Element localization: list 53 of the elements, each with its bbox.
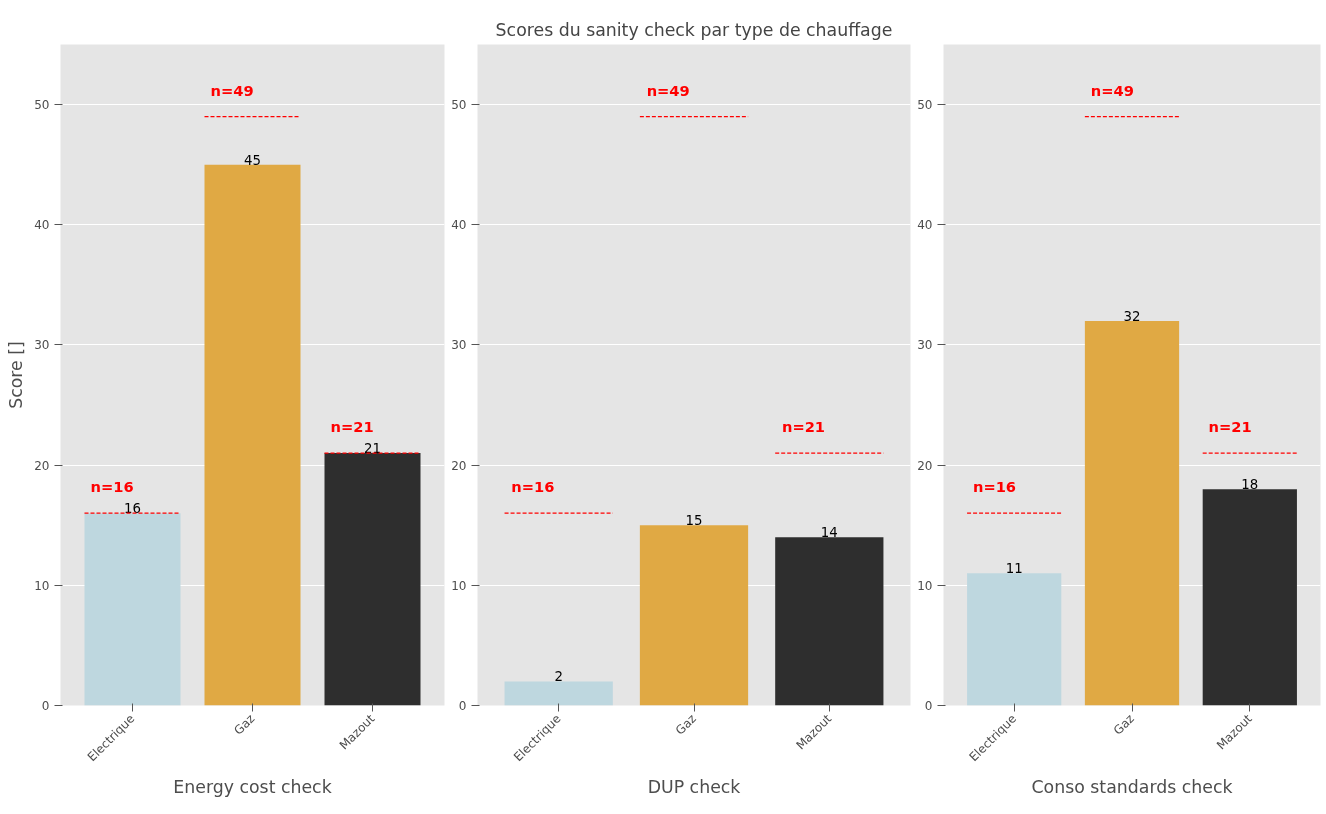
data-label: 16 <box>124 501 141 517</box>
y-tick-label: 40 <box>34 218 50 233</box>
ref-line-label: n=49 <box>646 81 690 99</box>
bar <box>204 164 301 706</box>
y-tick-label: 0 <box>458 699 467 713</box>
y-tick-label: 20 <box>34 458 50 473</box>
x-axis-title: Conso standards check <box>1031 777 1233 798</box>
y-tick-label: 30 <box>34 338 50 353</box>
ref-line-label: n=21 <box>330 418 374 436</box>
x-tick-label: Gaz <box>1110 711 1137 738</box>
data-label: 45 <box>244 152 261 168</box>
y-tick-label: 40 <box>451 218 467 233</box>
bar <box>1202 489 1297 706</box>
ref-line-label: n=49 <box>210 81 254 99</box>
x-axis-title: DUP check <box>647 777 741 798</box>
y-tick-label: 50 <box>34 98 50 113</box>
y-tick-label: 40 <box>917 218 933 233</box>
y-tick-label: 0 <box>41 699 50 713</box>
y-tick-label: 10 <box>451 578 467 593</box>
ref-line-label: n=21 <box>1208 418 1252 436</box>
data-label: 14 <box>820 525 838 541</box>
data-label: 21 <box>364 441 381 457</box>
y-tick-label: 50 <box>451 98 467 113</box>
ref-line-label: n=16 <box>511 478 555 496</box>
x-tick-label: Gaz <box>231 711 258 738</box>
y-tick-label: 30 <box>917 338 933 353</box>
data-label: 11 <box>1005 561 1023 577</box>
ref-line-label: n=16 <box>90 478 134 496</box>
bar <box>324 453 421 706</box>
bar <box>639 525 749 706</box>
y-tick-label: 0 <box>924 699 933 713</box>
bar <box>967 573 1062 706</box>
y-tick-label: 50 <box>917 98 933 113</box>
ref-line-label: n=21 <box>781 418 826 436</box>
bar <box>84 513 181 706</box>
y-tick-label: 20 <box>917 458 933 473</box>
data-label: 2 <box>554 669 563 685</box>
y-axis-title: Score [] <box>6 341 27 409</box>
y-tick-label: 30 <box>451 338 467 353</box>
ref-line-label: n=49 <box>1090 81 1134 99</box>
data-label: 15 <box>685 513 703 529</box>
x-tick-label: Gaz <box>672 711 699 738</box>
ref-line-label: n=16 <box>972 478 1017 496</box>
chart-title: Scores du sanity check par type de chauffage <box>495 19 893 40</box>
bar <box>775 537 884 706</box>
bar <box>504 681 613 706</box>
y-tick-label: 10 <box>917 578 933 593</box>
x-axis-title: Energy cost check <box>173 777 332 798</box>
y-tick-label: 10 <box>34 578 50 593</box>
y-tick-label: 20 <box>451 458 467 473</box>
data-label: 32 <box>1123 308 1141 324</box>
data-label: 18 <box>1241 477 1259 493</box>
bar <box>1084 320 1180 706</box>
